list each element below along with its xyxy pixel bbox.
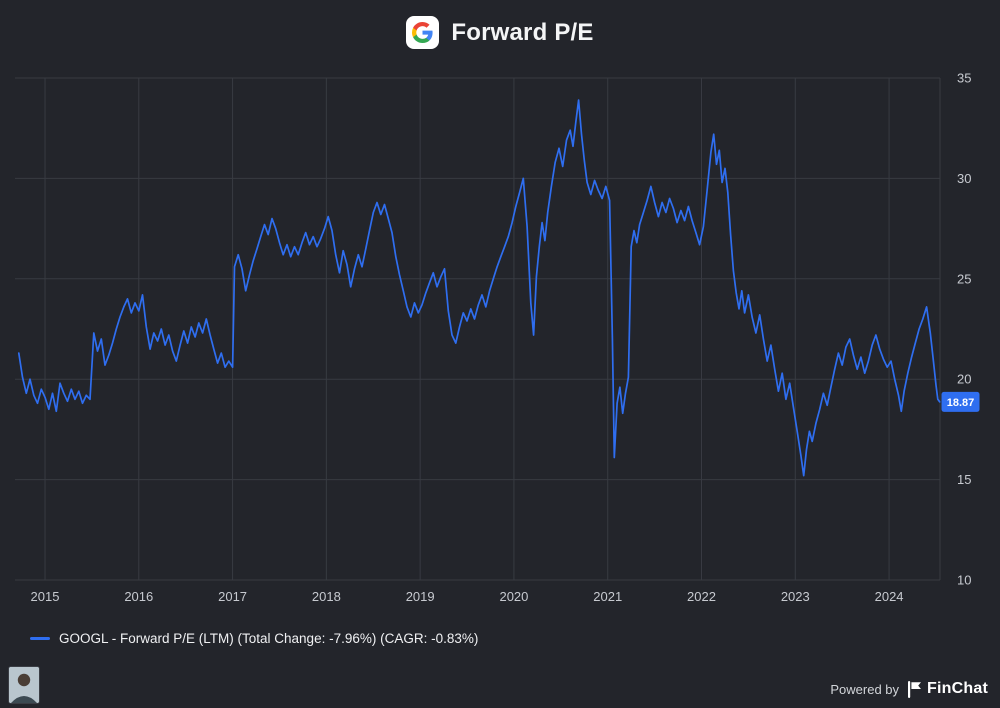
svg-text:30: 30 [957, 171, 971, 186]
svg-text:35: 35 [957, 71, 971, 86]
svg-text:2018: 2018 [312, 589, 341, 604]
svg-text:2024: 2024 [875, 589, 904, 604]
forward-pe-line-chart: 10 15 20 25 30 35 2015 2016 2017 2018 2019 2020 2021… [15, 71, 980, 604]
user-avatar [8, 666, 40, 704]
svg-text:2017: 2017 [218, 589, 247, 604]
legend-line-swatch [30, 637, 50, 640]
finchat-logo: FinChat [907, 680, 988, 698]
powered-by-text: Powered by [830, 681, 900, 697]
svg-text:10: 10 [957, 573, 971, 588]
svg-text:2015: 2015 [31, 589, 60, 604]
finchat-brand-text: FinChat [927, 680, 988, 697]
svg-text:2021: 2021 [593, 589, 622, 604]
legend-label: GOOGL - Forward P/E (LTM) (Total Change:… [59, 631, 479, 646]
chart-header: Forward P/E [0, 16, 1000, 49]
svg-text:2016: 2016 [124, 589, 153, 604]
svg-text:18.87: 18.87 [947, 397, 975, 409]
svg-text:15: 15 [957, 472, 971, 487]
svg-text:25: 25 [957, 271, 971, 286]
page-title: Forward P/E [451, 18, 594, 46]
svg-text:2022: 2022 [687, 589, 716, 604]
svg-text:20: 20 [957, 372, 971, 387]
google-logo-icon [406, 16, 440, 49]
chart-legend[interactable]: GOOGL - Forward P/E (LTM) (Total Change:… [30, 631, 478, 646]
svg-text:2019: 2019 [406, 589, 435, 604]
svg-text:2020: 2020 [499, 589, 528, 604]
powered-by-footer[interactable]: Powered by FinChat [830, 680, 988, 698]
svg-text:2023: 2023 [781, 589, 810, 604]
person-photo-placeholder [9, 667, 39, 703]
finchat-flag-icon [908, 680, 922, 698]
